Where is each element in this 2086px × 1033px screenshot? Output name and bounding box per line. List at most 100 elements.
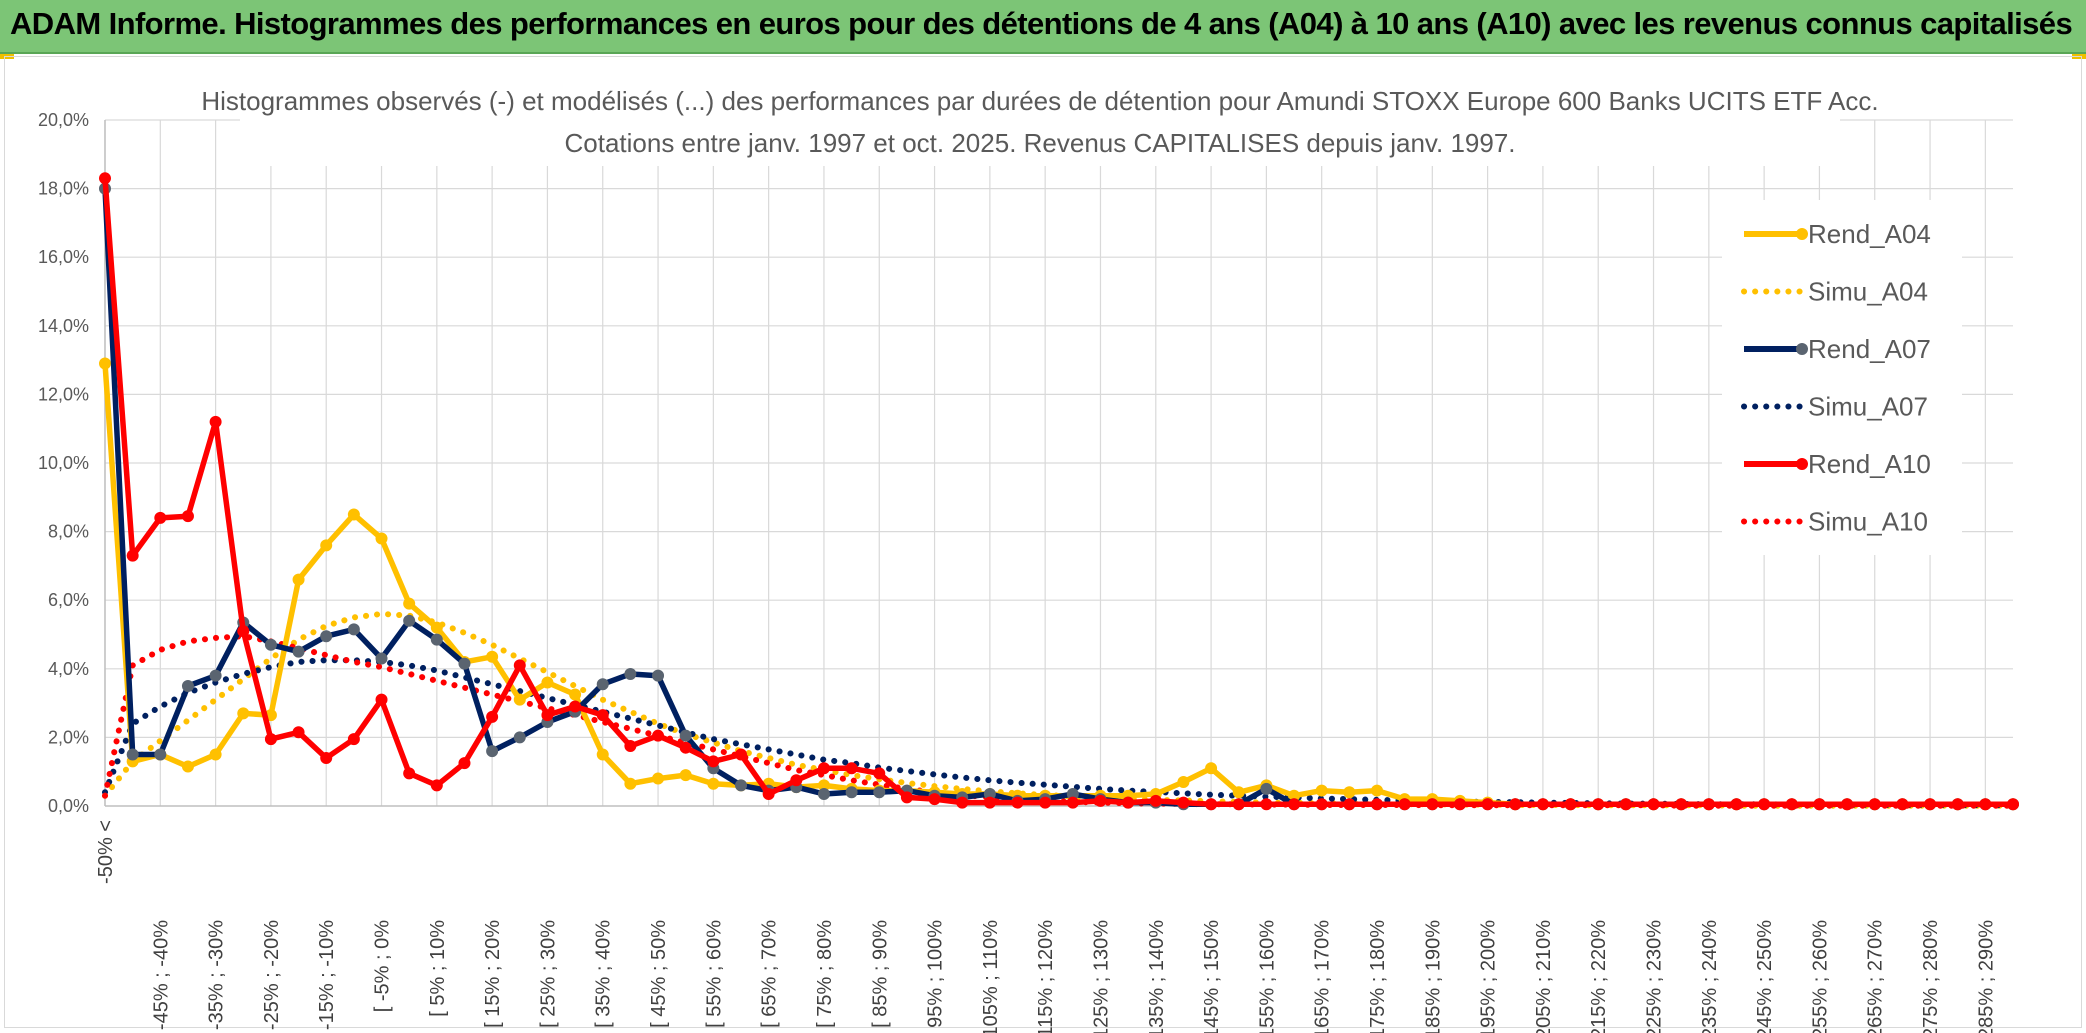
chart-title-line2: Cotations entre janv. 1997 et oct. 2025.… [564, 128, 1515, 158]
data-point [1288, 798, 1301, 811]
legend-label: Rend_A07 [1808, 334, 1931, 364]
data-point [1371, 784, 1383, 797]
data-point [1924, 798, 1937, 811]
legend-item-rend_a04: Rend_A04 [1744, 219, 1931, 249]
x-tick-label: [ 285% ; 290% [1975, 920, 1997, 1033]
data-point [900, 791, 913, 804]
x-tick-label: [ -45% ; -40% [150, 920, 172, 1033]
y-tick-label: 6,0% [48, 590, 89, 610]
data-point [1343, 786, 1356, 799]
data-point [320, 539, 333, 552]
x-tick-label: -50% < [95, 820, 117, 884]
data-point [817, 762, 830, 775]
x-tick-label: [ 215% ; 220% [1588, 920, 1610, 1033]
x-tick-label: [ 275% ; 280% [1920, 920, 1942, 1033]
y-tick-label: 10,0% [38, 453, 89, 473]
legend-label: Simu_A04 [1808, 277, 1928, 307]
x-tick-label: [ -5% ; 0% [372, 920, 394, 1012]
data-point [1785, 798, 1798, 811]
data-point [209, 748, 222, 761]
x-axis-ticks: -50% < [ -45% ; -40% [ -35% ; -30% [ -25% ;… [95, 820, 1997, 1033]
legend-label: Rend_A04 [1808, 219, 1931, 249]
data-point [1232, 798, 1245, 811]
legend-marker [1796, 228, 1808, 240]
x-tick-label: [ 85% ; 90% [869, 920, 891, 1028]
data-point [1592, 798, 1605, 811]
data-point [1260, 782, 1273, 795]
data-point [1260, 798, 1273, 811]
data-point [375, 652, 388, 665]
data-point [126, 748, 139, 761]
data-point [2007, 798, 2019, 811]
x-tick-label: [ -25% ; -20% [261, 920, 283, 1033]
chart-frame [4, 56, 2082, 1028]
y-tick-label: 2,0% [48, 727, 89, 747]
data-point [983, 796, 996, 809]
data-point [1702, 798, 1715, 811]
data-point [652, 772, 665, 785]
data-point [596, 678, 609, 691]
data-point [1619, 798, 1632, 811]
x-tick-label: [ 75% ; 80% [814, 920, 836, 1028]
data-point [1758, 798, 1771, 811]
legend-label: Simu_A10 [1808, 507, 1928, 537]
legend: Rend_A04 Simu_A04 Rend_A07 Simu_A07 Rend_A10… [1722, 200, 1962, 555]
data-point [541, 709, 554, 722]
data-point [1453, 798, 1466, 811]
data-point [652, 729, 665, 742]
x-tick-label: [ 225% ; 230% [1644, 920, 1666, 1033]
data-point [624, 777, 637, 790]
data-point [181, 510, 194, 523]
data-point [1730, 798, 1743, 811]
y-tick-label: 4,0% [48, 659, 89, 679]
page-title: ADAM Informe. Histogrammes des performan… [10, 6, 2073, 41]
x-tick-label: [ 245% ; 250% [1754, 920, 1776, 1033]
data-point [403, 767, 416, 780]
legend-item-simu_a04: Simu_A04 [1741, 277, 1928, 307]
data-point [430, 621, 443, 634]
data-point [1675, 798, 1688, 811]
data-point [1315, 798, 1328, 811]
chart-titles: Histogrammes observés (-) et modélisés (… [201, 80, 1879, 166]
x-tick-label: [ 135% ; 140% [1146, 920, 1168, 1033]
x-tick-label: [ 255% ; 260% [1809, 920, 1831, 1033]
data-point [1177, 796, 1190, 809]
data-point [679, 729, 692, 742]
data-point [569, 688, 582, 701]
data-point [237, 707, 250, 720]
legend-item-simu_a10: Simu_A10 [1741, 507, 1928, 537]
data-point [1343, 798, 1356, 811]
data-point [624, 667, 637, 680]
data-point [1371, 798, 1383, 811]
x-tick-label: [ 105% ; 110% [980, 920, 1002, 1033]
x-tick-label: [ 55% ; 60% [703, 920, 725, 1028]
x-tick-label: [ 5% ; 10% [427, 920, 449, 1017]
x-tick-label: [ 45% ; 50% [648, 920, 670, 1028]
y-tick-label: 18,0% [38, 179, 89, 199]
data-point [624, 739, 637, 752]
data-point [817, 787, 830, 800]
data-point [513, 693, 526, 706]
y-tick-label: 16,0% [38, 247, 89, 267]
data-point [735, 748, 747, 761]
data-point [790, 774, 803, 787]
data-point [1177, 775, 1190, 788]
data-point [845, 762, 858, 775]
series-line [102, 657, 2016, 809]
y-tick-label: 14,0% [38, 316, 89, 336]
x-tick-label: [ 15% ; 20% [482, 920, 504, 1028]
legend-item-rend_a10: Rend_A10 [1744, 449, 1931, 479]
data-point [209, 669, 222, 682]
data-point [873, 786, 886, 799]
chart-title-line1: Histogrammes observés (-) et modélisés (… [201, 86, 1878, 116]
data-point [735, 779, 747, 792]
x-tick-label: [ 145% ; 150% [1201, 920, 1223, 1033]
data-point [375, 532, 388, 545]
data-point [1205, 798, 1218, 811]
data-point [679, 769, 692, 782]
data-point [292, 573, 305, 586]
data-point [1122, 796, 1135, 809]
data-point [1149, 794, 1162, 807]
header-banner: ADAM Informe. Histogrammes des performan… [0, 0, 2086, 54]
